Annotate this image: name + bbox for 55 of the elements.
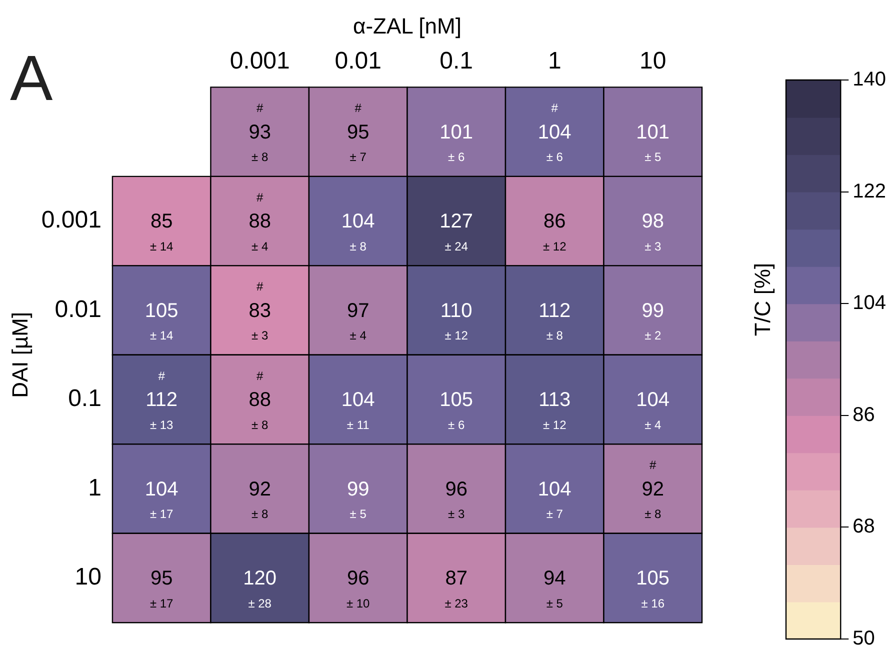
data-label: 94 ± 5 [543,568,566,610]
data-label: 105 ± 16 [636,568,670,610]
data-label: 87 ± 23 [444,568,468,610]
data-label: # 104 ± 6 [538,101,572,164]
x-tick-label: 0.1 [440,47,474,74]
data-label: # 112 ± 13 [146,368,178,432]
x-axis-title: α-ZAL [nM] [352,13,462,38]
data-label: 127 ± 24 [440,210,474,254]
color-bar-label: 50 [852,628,875,650]
data-label: 104 ± 7 [538,478,572,522]
data-label: # 93 ± 8 [248,101,271,164]
text: A [10,42,53,114]
data-label: 112 ± 8 [538,300,571,343]
data-label: 120 ± 28 [243,568,277,610]
color-bar-label: 68 [852,516,875,538]
data-label: # 83 ± 3 [248,280,271,343]
data-label: 101 ± 5 [636,121,670,164]
data-label: 99 ± 2 [642,300,664,343]
y-tick-label: 0.1 [68,385,102,412]
y-tick-label: 1 [88,474,102,502]
data-label: # 92 ± 8 [642,458,664,522]
x-tick-label: 10 [640,47,666,74]
data-label: # 88 ± 8 [248,368,271,432]
data-label: # 95 ± 7 [346,101,370,164]
data-label: 113 ± 12 [538,389,571,432]
y-tick-label: 0.01 [54,296,102,323]
data-label: 105 ± 14 [144,300,178,343]
color-bar-label: 122 [852,180,886,202]
data-label: 96 ± 3 [445,478,468,522]
y-tick-label: 0.001 [41,206,102,234]
y-tick-label: 10 [74,564,102,591]
color-bar-label: 86 [852,404,875,426]
data-label: 110 ± 12 [440,300,472,343]
x-tick-label: 1 [548,47,562,74]
color-bar-title: T/C [%] [750,262,776,336]
data-label: 104 ± 8 [341,210,375,254]
data-label: 85 ± 14 [150,210,174,254]
color-bar-label: 104 [852,292,886,314]
data-label: 104 ± 17 [144,478,178,522]
data-label: 105 ± 6 [440,389,474,432]
data-label: 86 ± 12 [542,210,567,254]
data-label: 99 ± 5 [346,478,370,522]
data-label: 96 ± 10 [346,568,370,610]
data-label: 104 ± 4 [636,389,670,432]
color-bar-label: 140 [852,68,886,91]
data-label: 98 ± 3 [642,210,664,254]
data-label: 95 ± 17 [150,568,174,610]
x-tick-label: 0.01 [334,47,382,74]
data-label: 92 ± 8 [248,478,271,522]
data-label: 97 ± 4 [346,300,370,343]
data-label: 104 ± 11 [341,389,375,432]
data-label: 101 ± 6 [440,121,474,164]
y-axis-title: DAI [µM] [7,312,32,398]
x-tick-label: 0.001 [230,47,290,74]
data-label: # 88 ± 4 [248,190,271,254]
